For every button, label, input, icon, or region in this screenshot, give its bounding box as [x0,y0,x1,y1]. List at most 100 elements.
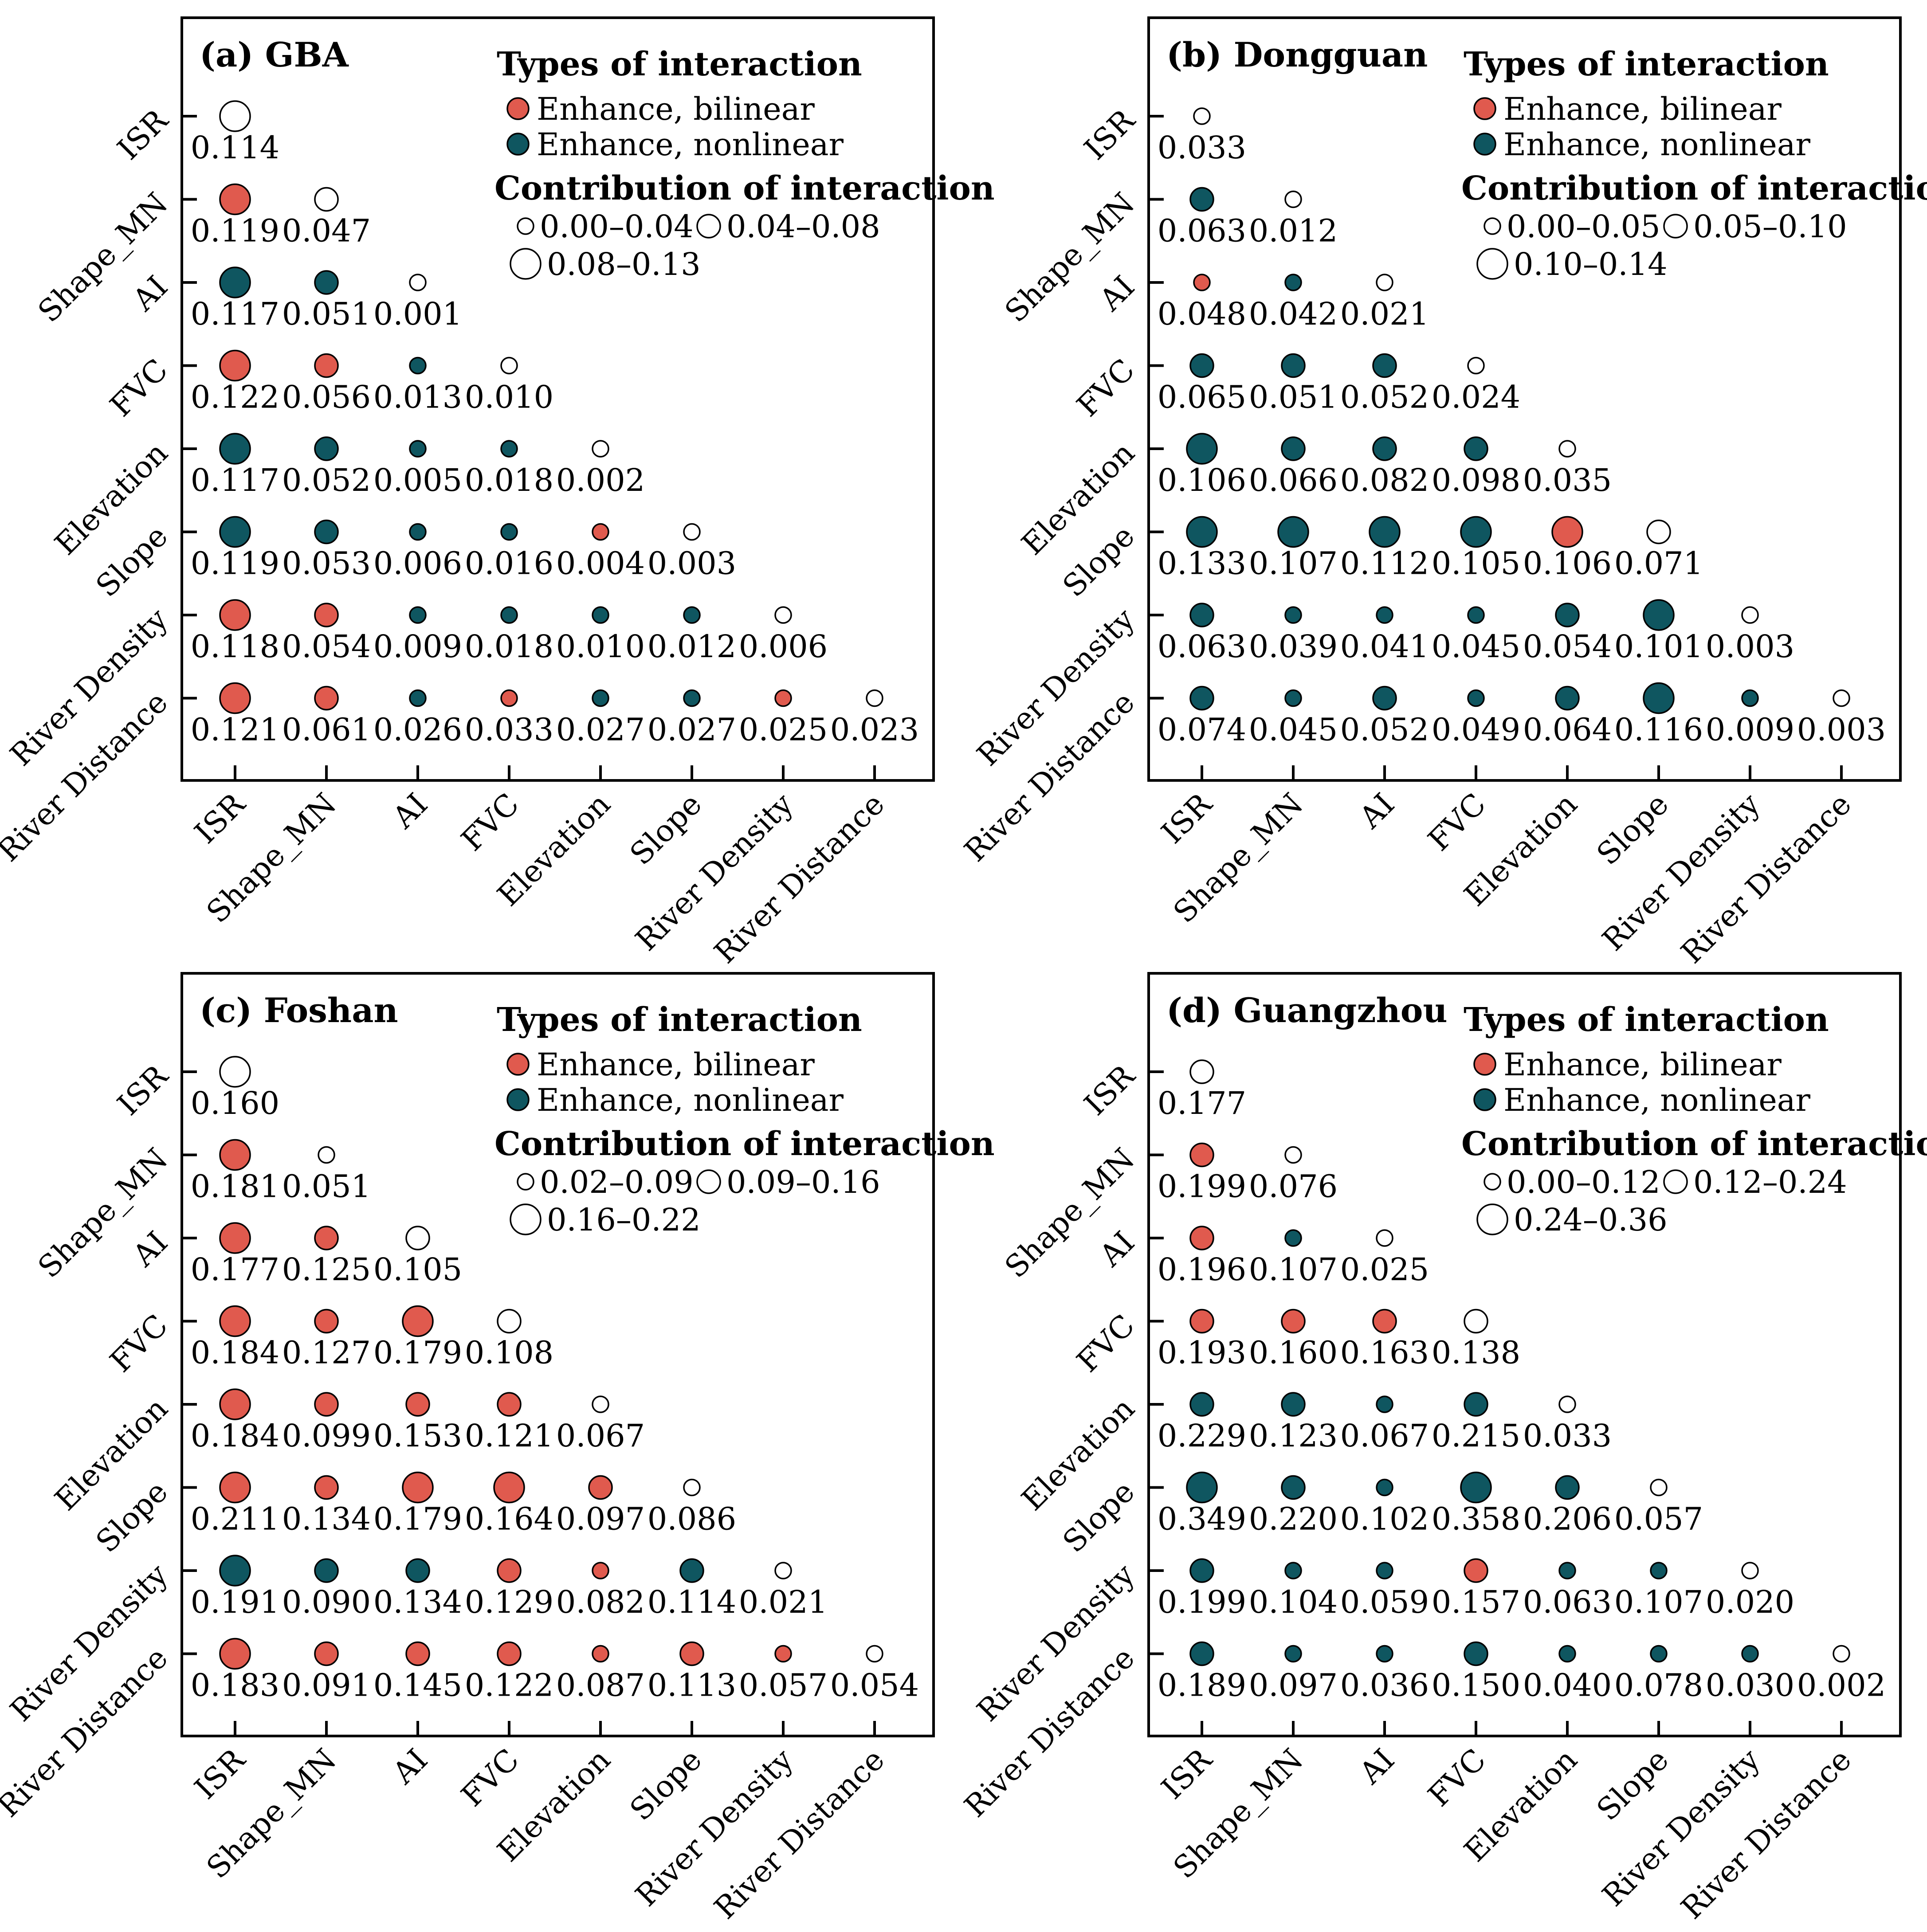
value-label-river-density-x-slope: 0.101 [1614,628,1703,665]
point-slope-x-isr [1186,1471,1218,1504]
value-label-river-distance-x-fvc: 0.150 [1432,1667,1520,1704]
point-river-distance-x-fvc [497,1641,522,1666]
legend-size-marker-2 [696,214,721,239]
value-label-fvc-x-fvc: 0.138 [1432,1335,1520,1371]
point-elevation-x-fvc [1464,1392,1488,1417]
point-ai-x-shape-mn [1284,274,1302,291]
legend-size-marker-1 [517,1173,534,1191]
point-fvc-x-isr [1189,353,1214,378]
point-river-distance-x-elevation [1555,686,1580,711]
point-elevation-x-isr [1186,433,1218,465]
value-label-river-density-x-shape-mn: 0.054 [282,628,371,665]
value-label-river-density-x-river-density: 0.020 [1706,1584,1794,1620]
point-river-distance-x-elevation [592,689,609,707]
value-label-isr-x-isr: 0.114 [191,129,279,166]
point-river-distance-x-isr [1189,686,1214,711]
point-shape-mn-x-isr [1189,1142,1214,1168]
panel-title: (d) Guangzhou [1166,991,1448,1030]
point-slope-x-ai [1376,1478,1393,1497]
point-shape-mn-x-isr [1189,187,1214,212]
point-river-density-x-elevation [592,606,609,624]
value-label-shape-mn-x-shape-mn: 0.047 [282,213,371,249]
point-river-distance-x-shape-mn [1284,689,1302,707]
legend-enhance-nonlinear-label: Enhance, nonlinear [1503,1082,1811,1118]
value-label-elevation-x-fvc: 0.018 [465,462,553,498]
point-river-density-x-shape-mn [1284,1562,1302,1579]
value-label-slope-x-elevation: 0.206 [1523,1501,1612,1537]
value-label-river-distance-x-shape-mn: 0.091 [282,1667,371,1704]
point-slope-x-fvc [1460,1471,1492,1504]
point-slope-x-isr [219,516,251,548]
panel-title: (a) GBA [200,35,349,74]
point-slope-x-isr [219,1471,251,1504]
point-fvc-x-shape-mn [314,1309,339,1334]
point-river-distance-x-isr [219,682,251,714]
value-label-elevation-x-isr: 0.184 [191,1418,279,1454]
legend-enhance-bilinear-marker [1473,1053,1496,1076]
value-label-slope-x-fvc: 0.105 [1432,545,1520,582]
value-label-river-density-x-ai: 0.009 [373,628,462,665]
value-label-elevation-x-ai: 0.005 [373,462,462,498]
point-river-distance-x-shape-mn [314,1641,339,1666]
value-label-fvc-x-shape-mn: 0.127 [282,1335,371,1371]
value-label-river-distance-x-river-distance: 0.003 [1797,712,1886,748]
point-elevation-x-shape-mn [1281,1392,1306,1417]
legend-size-marker-2 [696,1169,721,1194]
legend-size-marker-3 [510,1203,542,1235]
legend-size-label-3: 0.24–0.36 [1514,1202,1668,1238]
value-label-river-distance-x-ai: 0.026 [373,712,462,748]
point-river-density-x-slope [1643,599,1675,631]
value-label-fvc-x-fvc: 0.010 [465,379,553,415]
value-label-shape-mn-x-shape-mn: 0.012 [1249,213,1338,249]
point-slope-x-fvc [1460,516,1492,548]
point-ai-x-isr [1189,1226,1214,1250]
legend-types-title: Types of interaction [1464,1001,1829,1039]
point-elevation-x-fvc [497,1392,522,1417]
value-label-river-distance-x-ai: 0.052 [1340,712,1429,748]
value-label-river-density-x-fvc: 0.157 [1432,1584,1520,1620]
point-river-distance-x-river-density [774,1645,792,1663]
point-elevation-x-elevation [592,440,609,458]
point-river-distance-x-ai [1376,1645,1393,1663]
legend-types-title: Types of interaction [497,1001,862,1039]
point-elevation-x-ai [1376,1395,1393,1413]
point-river-density-x-elevation [592,1562,609,1579]
value-label-river-density-x-elevation: 0.010 [556,628,645,665]
value-label-ai-x-ai: 0.001 [373,296,462,332]
value-label-elevation-x-isr: 0.229 [1158,1418,1246,1454]
point-shape-mn-x-isr [219,183,251,216]
value-label-river-density-x-fvc: 0.045 [1432,628,1520,665]
value-label-slope-x-fvc: 0.358 [1432,1501,1520,1537]
legend-contribution-title: Contribution of interaction [1461,1125,1927,1163]
point-shape-mn-x-shape-mn [318,1146,335,1164]
legend-enhance-bilinear-marker [506,1053,530,1076]
value-label-fvc-x-isr: 0.193 [1158,1335,1246,1371]
point-river-density-x-ai [405,1558,430,1583]
plot-frame [181,16,935,782]
value-label-river-density-x-river-density: 0.003 [1706,628,1794,665]
legend-size-marker-2 [1663,214,1688,239]
value-label-river-distance-x-slope: 0.027 [648,712,736,748]
value-label-shape-mn-x-shape-mn: 0.076 [1249,1168,1338,1205]
plot-frame [181,972,935,1737]
value-label-river-density-x-elevation: 0.063 [1523,1584,1612,1620]
value-label-river-distance-x-shape-mn: 0.097 [1249,1667,1338,1704]
value-label-river-distance-x-slope: 0.078 [1614,1667,1703,1704]
legend-size-label-2: 0.04–0.08 [726,208,880,245]
value-label-ai-x-isr: 0.177 [191,1251,279,1288]
value-label-elevation-x-fvc: 0.098 [1432,462,1520,498]
point-fvc-x-isr [1189,1309,1214,1334]
value-label-river-distance-x-fvc: 0.049 [1432,712,1520,748]
point-river-distance-x-slope [679,1641,704,1666]
point-elevation-x-fvc [500,440,518,458]
point-river-distance-x-river-distance [866,1645,883,1663]
value-label-river-distance-x-elevation: 0.087 [556,1667,645,1704]
point-fvc-x-shape-mn [1281,1309,1306,1334]
legend-enhance-nonlinear-label: Enhance, nonlinear [1503,126,1811,163]
value-label-river-distance-x-ai: 0.036 [1340,1667,1429,1704]
point-isr-x-isr [1189,1059,1214,1084]
point-river-distance-x-river-density [774,689,792,707]
point-river-distance-x-river-distance [1833,1645,1850,1663]
point-ai-x-shape-mn [314,270,339,295]
